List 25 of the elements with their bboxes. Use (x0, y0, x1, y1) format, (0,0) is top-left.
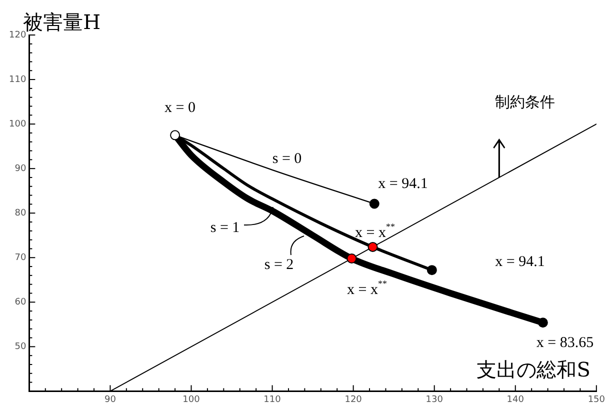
x-tick-label: 140 (506, 394, 524, 405)
x-tick-label: 150 (588, 394, 606, 405)
x-tick-label: 90 (104, 394, 116, 405)
x-tick-label: 120 (344, 394, 362, 405)
y-tick-label: 110 (8, 74, 26, 85)
y-tick-label: 90 (14, 164, 26, 174)
annotation: x = 94.1 (495, 254, 545, 270)
annotation: s = 0 (272, 150, 302, 167)
annotation: s = 2 (264, 256, 294, 273)
x-tick-label: 110 (264, 394, 282, 405)
annotation: x = 83.65 (536, 334, 594, 351)
annotation: s = 1 (210, 220, 240, 236)
annotation: x = x** (347, 278, 388, 298)
y-tick-label: 50 (14, 342, 26, 352)
annotation: x = 94.1 (378, 176, 428, 192)
x-axis-title: 支出の総和S (476, 357, 590, 382)
annotation: 制約条件 (495, 94, 555, 111)
annotation: x = x** (355, 221, 396, 241)
y-tick-label: 100 (8, 119, 26, 130)
x-tick-label: 130 (426, 394, 444, 405)
y-tick-label: 80 (14, 208, 26, 218)
y-tick-label: 70 (14, 252, 26, 263)
annotation: x = 0 (164, 100, 196, 116)
x-tick-label: 100 (182, 394, 200, 405)
y-tick-label: 60 (14, 297, 26, 308)
